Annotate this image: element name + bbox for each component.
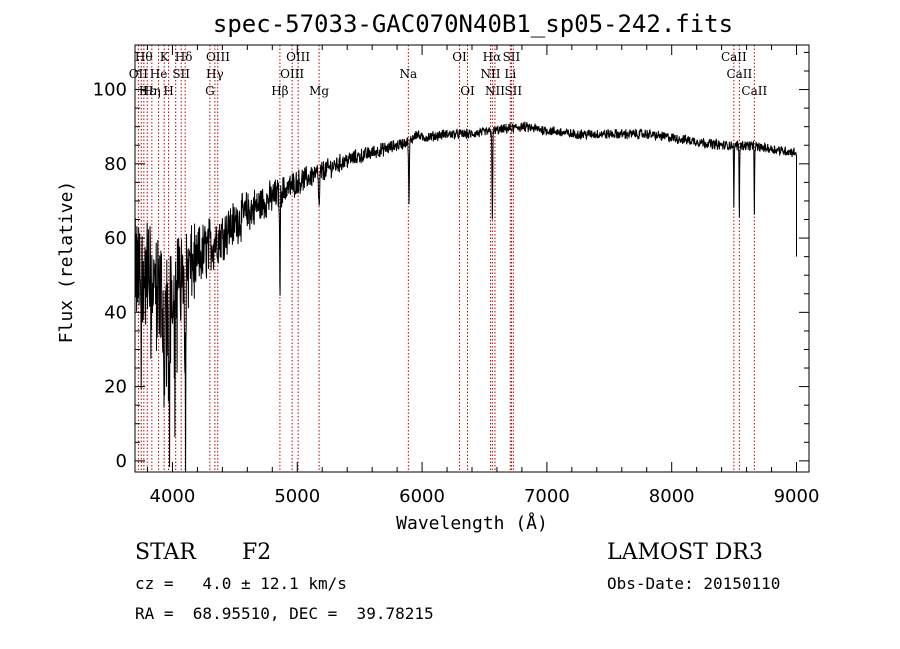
line-label: OIII: [280, 67, 304, 81]
line-label: Hδ: [175, 50, 193, 64]
line-label: Hε: [139, 84, 156, 98]
line-label: OI: [452, 50, 467, 64]
line-label: Mg: [309, 84, 329, 98]
line-label: SII: [172, 67, 190, 81]
x-tick-label: 6000: [399, 486, 445, 507]
plot-area: [134, 121, 797, 472]
observation-date: Obs-Date: 20150110: [607, 574, 780, 593]
y-tick-label: 0: [116, 451, 127, 472]
x-tick-label: 8000: [649, 486, 695, 507]
x-tick-label: 7000: [524, 486, 570, 507]
line-label: Hβ: [271, 84, 288, 98]
line-label: NII: [485, 84, 505, 98]
line-label: Hα: [483, 50, 502, 64]
line-label: OII: [129, 67, 149, 81]
y-tick-label: 80: [104, 154, 127, 175]
x-tick-label: 9000: [774, 486, 820, 507]
line-label: Hη: [143, 84, 161, 98]
line-label: SII: [503, 50, 521, 64]
line-label: G: [205, 84, 215, 98]
x-axis-label: Wavelength (Å): [396, 512, 548, 534]
object-class: STAR: [135, 540, 197, 565]
y-tick-label: 100: [93, 80, 127, 101]
line-label: Hγ: [206, 67, 224, 81]
spectral-subclass: F2: [242, 540, 271, 565]
chart-title: spec-57033-GAC070N40B1_sp05-242.fits: [213, 10, 733, 38]
line-label: OIII: [286, 50, 310, 64]
marker-lines: [137, 45, 755, 472]
line-label: CaII: [741, 84, 767, 98]
line-label: SII: [504, 84, 522, 98]
y-tick-label: 60: [104, 228, 127, 249]
survey-name: LAMOST DR3: [607, 540, 763, 565]
line-label: CaII: [726, 67, 752, 81]
spectrum-line: [134, 121, 797, 472]
line-label: K: [160, 50, 170, 64]
axis-ticks: 4000 5000 6000 7000 8000 9000 0 20 40 60 80 100: [93, 45, 820, 507]
line-label: Hθ: [135, 50, 153, 64]
line-label: OIII: [206, 50, 230, 64]
line-label: Li: [504, 67, 516, 81]
line-label: NII: [480, 67, 500, 81]
y-axis-label: Flux (relative): [56, 181, 77, 344]
coordinates: RA = 68.95510, DEC = 39.78215: [135, 604, 434, 623]
plot-frame: [134, 44, 810, 473]
line-label: OI: [460, 84, 475, 98]
x-tick-label: 4000: [150, 486, 196, 507]
line-label: Na: [400, 67, 418, 81]
line-label: He: [150, 67, 168, 81]
y-tick-label: 20: [104, 377, 127, 398]
x-tick-label: 5000: [274, 486, 320, 507]
line-label: CaII: [721, 50, 747, 64]
line-label: H: [163, 84, 173, 98]
y-tick-label: 40: [104, 302, 127, 323]
redshift-info: cz = 4.0 ± 12.1 km/s: [135, 574, 347, 593]
